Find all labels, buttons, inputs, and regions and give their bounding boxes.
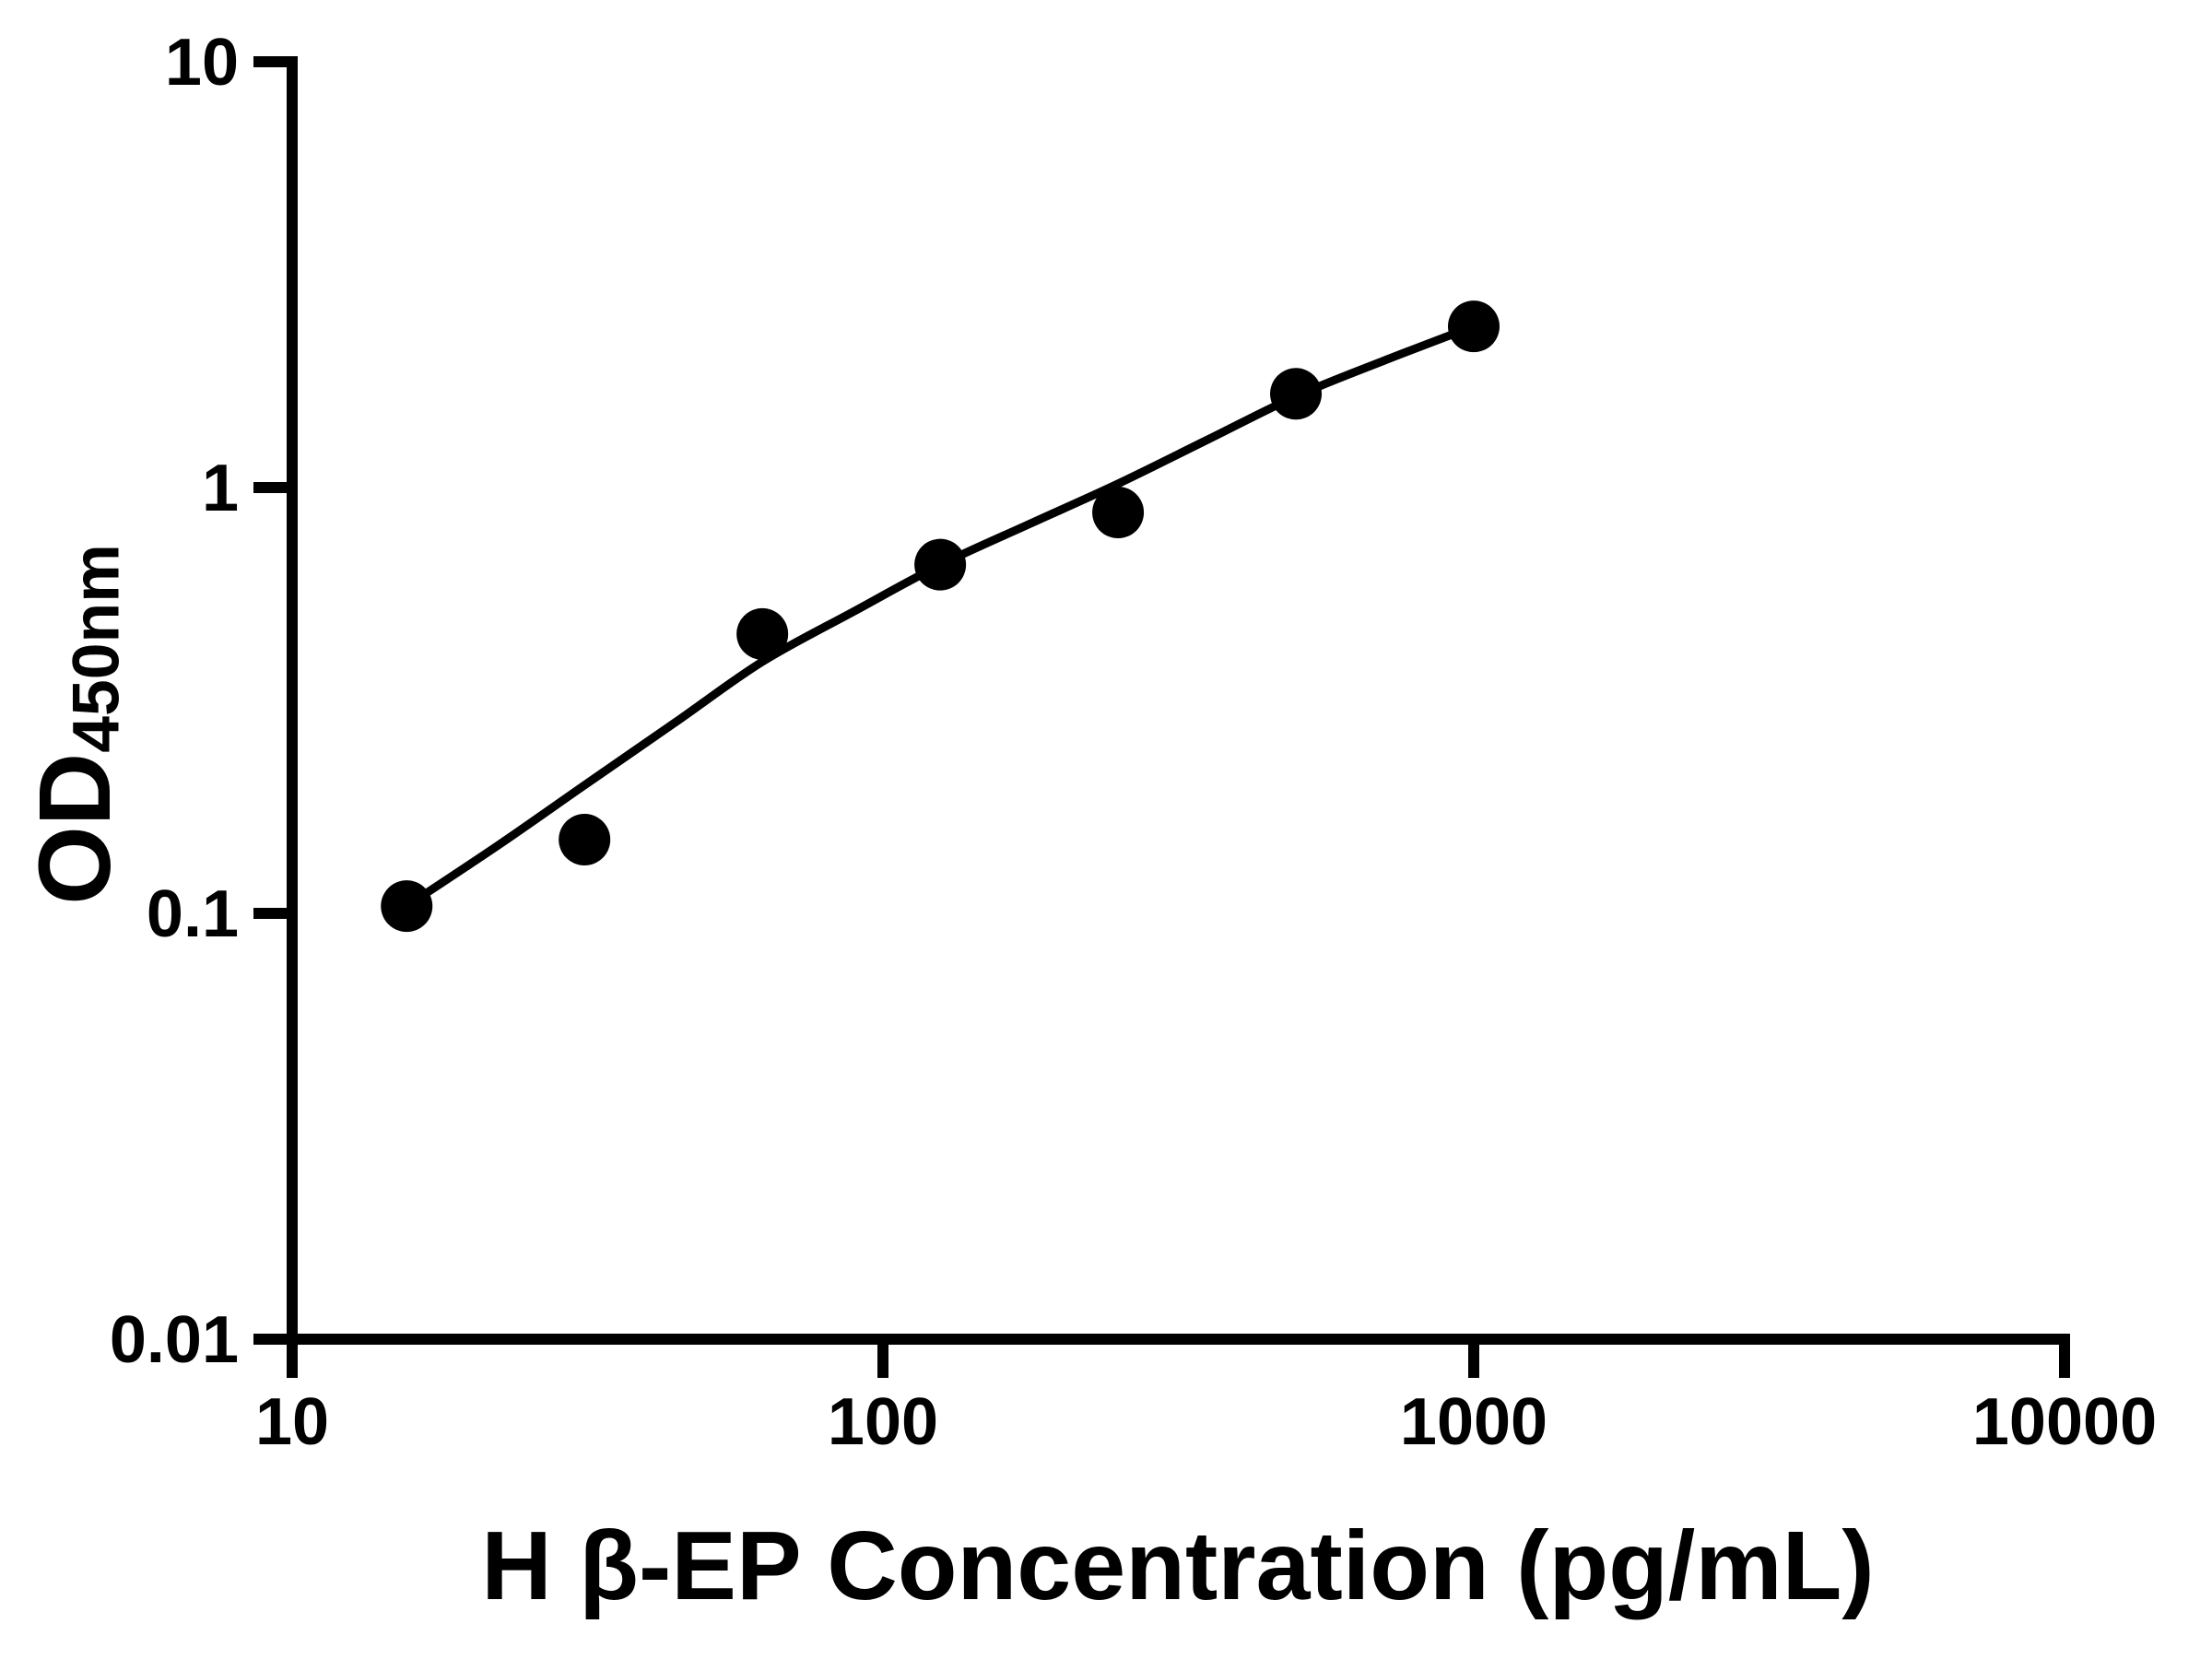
data-point bbox=[381, 880, 433, 933]
y-tick-label: 0.01 bbox=[110, 1303, 239, 1377]
data-point bbox=[736, 607, 789, 660]
fit-curve bbox=[402, 322, 1478, 911]
data-point bbox=[1270, 368, 1323, 420]
y-tick-label: 0.1 bbox=[147, 877, 239, 951]
y-axis-title-subscript: 450nm bbox=[59, 544, 134, 753]
y-tick-label: 1 bbox=[202, 452, 239, 525]
x-tick-label: 10 bbox=[255, 1385, 329, 1459]
x-tick-label: 10000 bbox=[1972, 1385, 2157, 1459]
y-tick-label: 10 bbox=[165, 26, 239, 100]
data-point bbox=[559, 813, 611, 865]
x-axis-title: H β-EP Concentration (pg/mL) bbox=[481, 1512, 1875, 1620]
x-tick-label: 1000 bbox=[1400, 1385, 1547, 1459]
y-axis-title: OD450nm bbox=[18, 544, 134, 905]
x-tick-label: 100 bbox=[828, 1385, 938, 1459]
data-point bbox=[914, 538, 967, 591]
y-axis-title-main: OD bbox=[18, 752, 133, 905]
data-point bbox=[1092, 487, 1145, 539]
data-point bbox=[1448, 300, 1500, 353]
